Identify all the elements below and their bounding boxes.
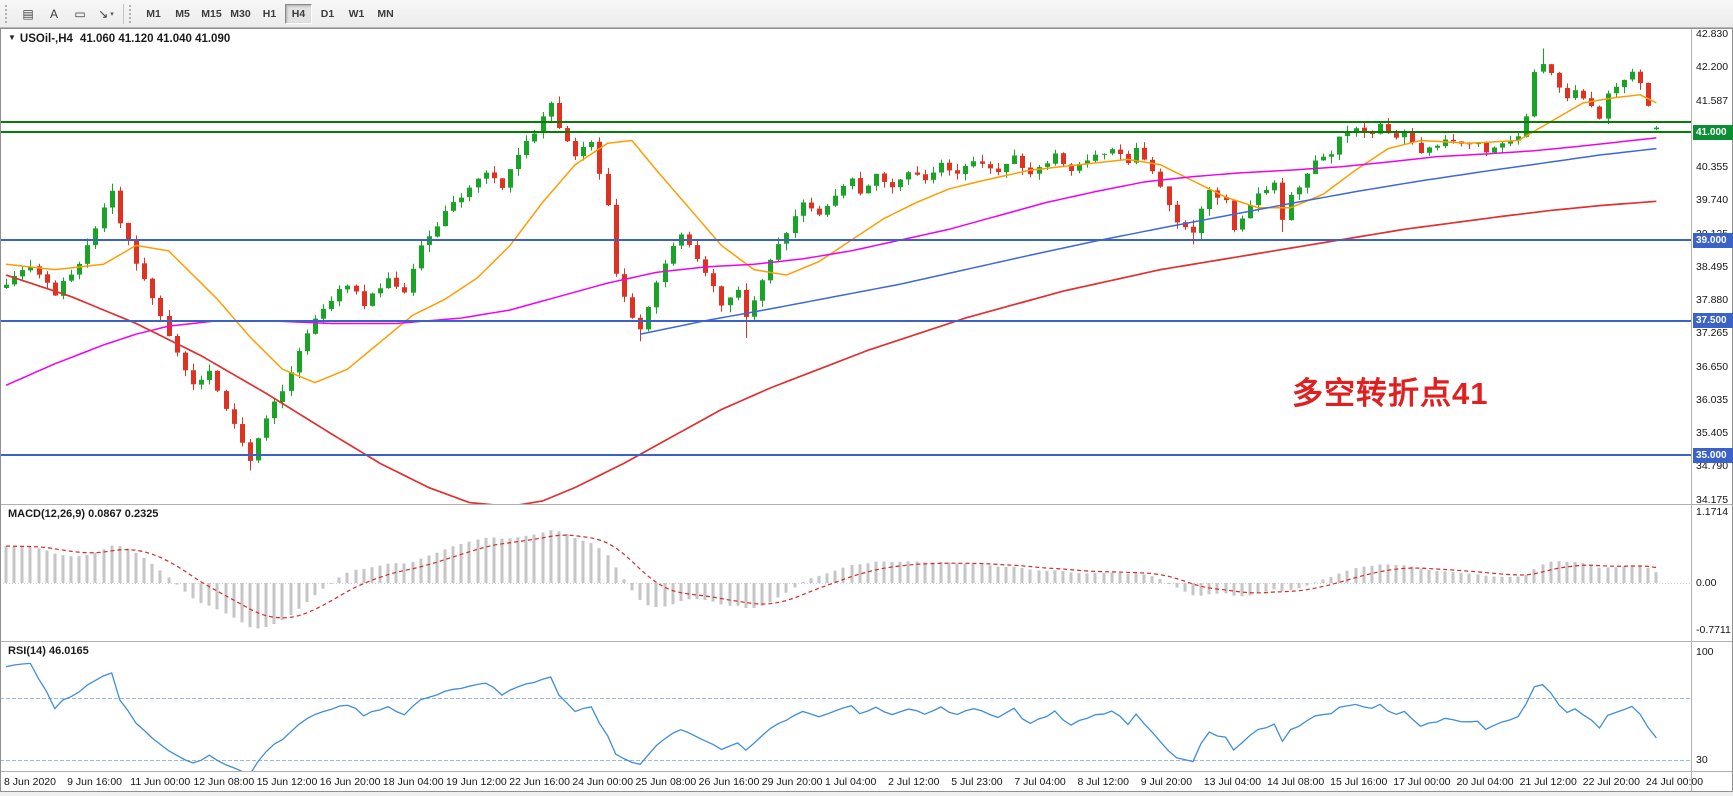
arrows-tool-button[interactable]: ↘ ▾ [93,4,119,24]
text-tool-icon: A [49,6,58,21]
shapes-tool-icon: ▭ [74,6,86,21]
text-tool-button[interactable]: A [41,4,67,24]
timeframe-M15-button[interactable]: M15 [198,4,225,24]
timeframe-H4-button[interactable]: H4 [285,3,312,24]
timeframe-H1-button[interactable]: H1 [256,4,283,24]
timeframe-M1-button[interactable]: M1 [140,4,167,24]
timeframe-MN-button[interactable]: MN [372,4,399,24]
top-toolbar: ▤ A ▭ ↘ ▾ M1 M5 M15 M30 H1 H4 D1 W1 MN [0,0,1733,28]
line-studies-toolbar: ▤ A ▭ ↘ ▾ [15,4,119,24]
timeframe-M30-button[interactable]: M30 [227,4,254,24]
dropdown-caret-icon: ▾ [110,10,114,18]
timeframe-D1-button[interactable]: D1 [314,4,341,24]
timeframes-toolbar: M1 M5 M15 M30 H1 H4 D1 W1 MN [139,3,400,24]
toolbar-grip[interactable] [129,4,135,23]
chart-type-tool-button[interactable]: ▤ [15,4,41,24]
timeframe-W1-button[interactable]: W1 [343,4,370,24]
timeframe-M5-button[interactable]: M5 [169,4,196,24]
chart-type-tool-icon: ▤ [22,6,34,21]
arrows-tool-icon: ↘ [98,6,109,21]
shapes-tool-button[interactable]: ▭ [67,4,93,24]
toolbar-separator [123,3,124,24]
toolbar-grip[interactable] [5,4,11,23]
